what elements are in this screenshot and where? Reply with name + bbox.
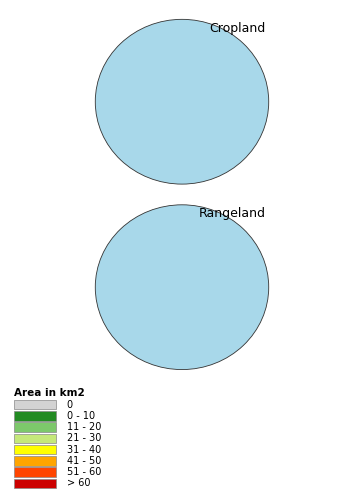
Text: > 60: > 60 <box>67 478 90 488</box>
Text: Cropland: Cropland <box>209 22 265 35</box>
Text: 31 - 40: 31 - 40 <box>67 444 101 454</box>
Text: Rangeland: Rangeland <box>198 208 265 220</box>
FancyBboxPatch shape <box>14 456 56 466</box>
FancyBboxPatch shape <box>14 434 56 443</box>
Text: Area in km2: Area in km2 <box>14 388 85 398</box>
FancyBboxPatch shape <box>14 400 56 409</box>
FancyBboxPatch shape <box>14 468 56 477</box>
FancyBboxPatch shape <box>14 411 56 420</box>
FancyBboxPatch shape <box>14 478 56 488</box>
Text: 41 - 50: 41 - 50 <box>67 456 101 466</box>
Ellipse shape <box>95 205 269 370</box>
FancyBboxPatch shape <box>14 422 56 432</box>
FancyBboxPatch shape <box>14 445 56 454</box>
Text: 0: 0 <box>67 400 73 409</box>
Text: 11 - 20: 11 - 20 <box>67 422 101 432</box>
Text: 51 - 60: 51 - 60 <box>67 467 101 477</box>
Ellipse shape <box>95 20 269 184</box>
Text: 21 - 30: 21 - 30 <box>67 434 101 444</box>
Text: 0 - 10: 0 - 10 <box>67 411 95 421</box>
